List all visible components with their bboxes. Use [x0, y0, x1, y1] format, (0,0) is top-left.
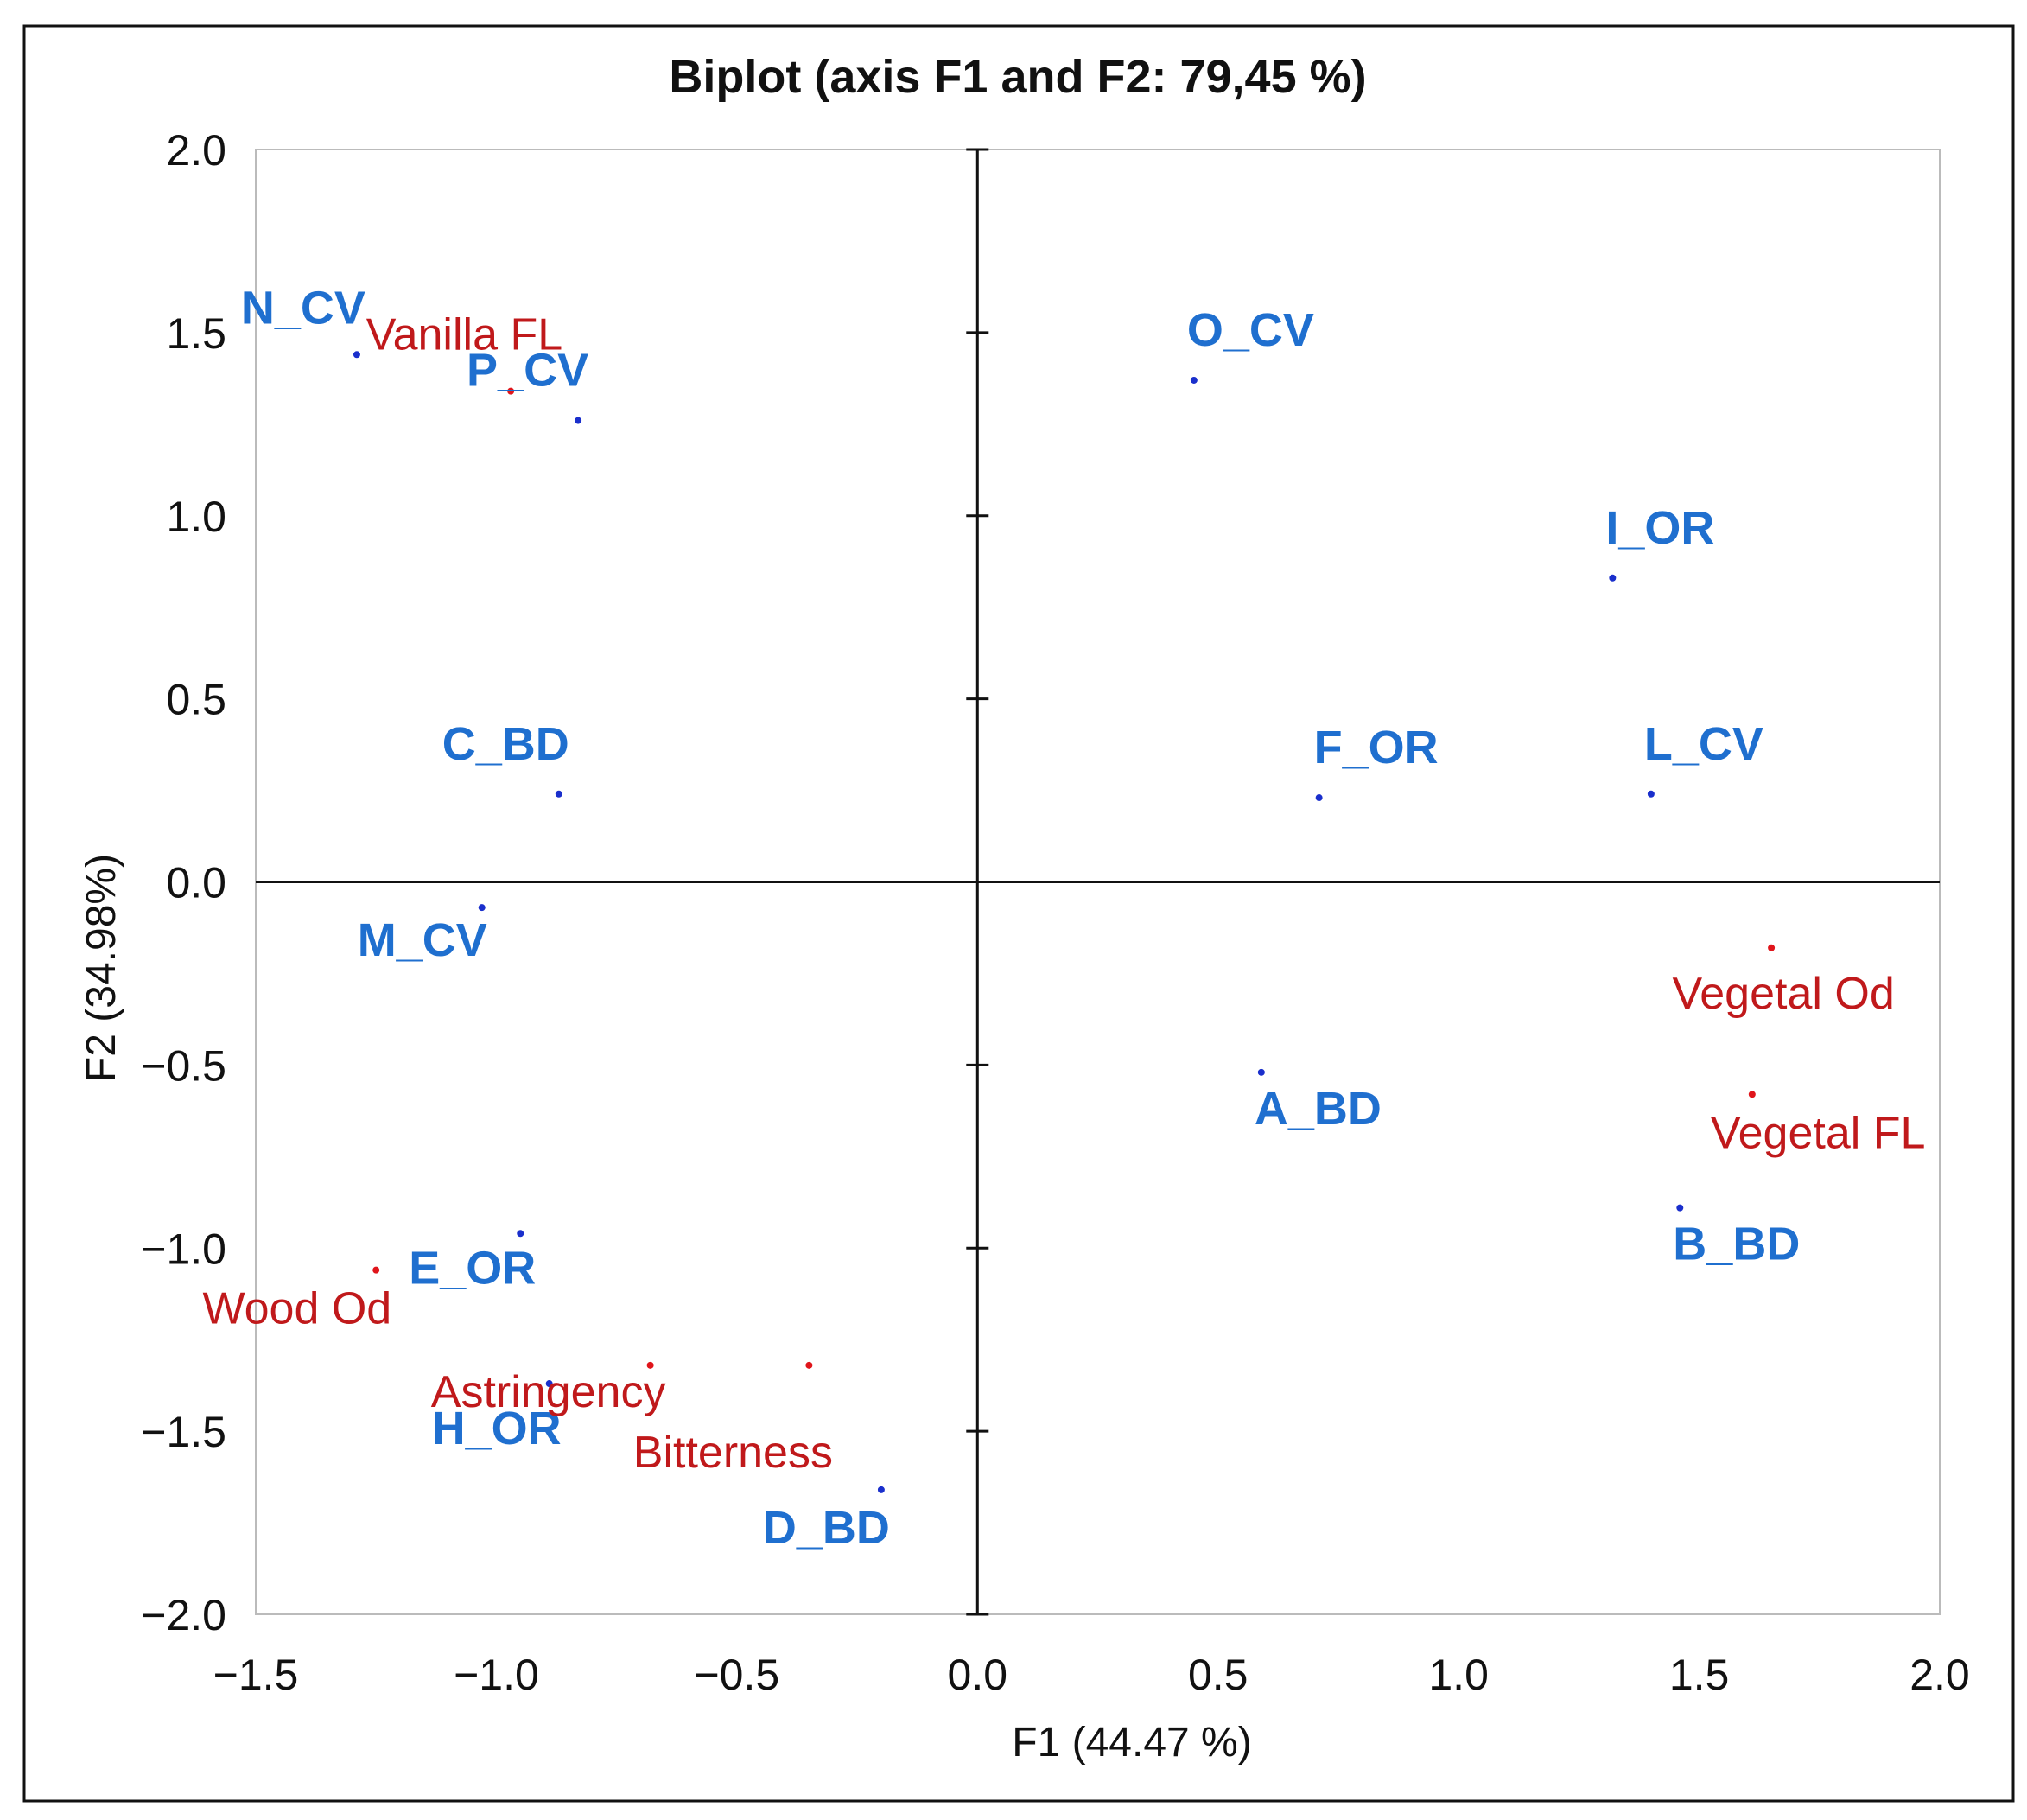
- x-axis-title: F1 (44.47 %): [1012, 1720, 1251, 1766]
- observation-label-a-bd: A_BD: [1255, 1083, 1382, 1135]
- ticks-layer: 2.0 1.5 1.0 0.5 0.0 −0.5 −1.0 −1.5 −2.0 −1.5 −1.0 −…: [141, 126, 1969, 1699]
- observation-point-n-cv: [353, 351, 360, 359]
- observation-label-n-cv: N_CV: [241, 282, 365, 334]
- observation-label-c-bd: C_BD: [442, 718, 569, 770]
- observation-point-a-bd: [1257, 1068, 1265, 1076]
- observation-label-i-or: I_OR: [1605, 502, 1714, 554]
- x-tick-label: −0.5: [694, 1651, 779, 1699]
- variable-point-wood-od: [372, 1266, 380, 1274]
- x-tick-label: −1.0: [454, 1651, 539, 1699]
- observation-label-f-or: F_OR: [1314, 722, 1439, 773]
- x-tick-label: −1.5: [213, 1651, 299, 1699]
- observation-point-e-or: [517, 1230, 524, 1238]
- observation-point-l-cv: [1647, 790, 1655, 798]
- observation-point-i-or: [1609, 574, 1617, 582]
- x-tick-label: 2.0: [1909, 1651, 1970, 1699]
- x-tick-label: 0.0: [948, 1651, 1008, 1699]
- y-tick-label: −1.0: [141, 1225, 226, 1273]
- variable-point-vegetal-od: [1768, 944, 1776, 951]
- x-tick-label: 1.0: [1428, 1651, 1489, 1699]
- y-tick-label: −0.5: [141, 1041, 226, 1090]
- variable-label-vanilla-fl: Vanilla FL: [366, 310, 562, 360]
- observation-label-d-bd: D_BD: [763, 1502, 890, 1554]
- variable-label-astringency: Astringency: [431, 1367, 666, 1417]
- y-tick-label: 1.0: [166, 493, 226, 541]
- y-tick-label: −2.0: [141, 1591, 226, 1639]
- observation-label-p-cv: P_CV: [467, 345, 588, 397]
- variable-label-wood-od: Wood Od: [202, 1284, 391, 1334]
- variable-label-vegetal-fl: Vegetal FL: [1711, 1108, 1926, 1158]
- variable-point-vanilla-fl: [507, 387, 515, 395]
- observation-point-c-bd: [555, 790, 562, 798]
- variable-point-vegetal-fl: [1748, 1091, 1756, 1098]
- observation-point-f-or: [1315, 794, 1323, 802]
- observation-label-m-cv: M_CV: [358, 914, 487, 966]
- observation-point-b-bd: [1676, 1204, 1684, 1212]
- observation-label-o-cv: O_CV: [1187, 304, 1314, 356]
- y-tick-label: 0.5: [166, 676, 226, 724]
- variable-label-bitterness: Bitterness: [633, 1428, 833, 1478]
- observation-label-e-or: E_OR: [409, 1242, 536, 1294]
- variable-point-bitterness: [805, 1361, 813, 1369]
- observation-point-p-cv: [575, 417, 582, 424]
- variable-point-astringency: [646, 1361, 654, 1369]
- points-layer: [353, 351, 1776, 1493]
- observation-point-d-bd: [877, 1486, 885, 1493]
- observation-label-l-cv: L_CV: [1644, 718, 1763, 770]
- x-tick-label: 0.5: [1188, 1651, 1249, 1699]
- observation-label-h-or: H_OR: [432, 1403, 562, 1454]
- chart-title: Biplot (axis F1 and F2: 79,45 %): [669, 51, 1366, 103]
- observation-label-b-bd: B_BD: [1673, 1219, 1800, 1270]
- y-tick-label: −1.5: [141, 1408, 226, 1456]
- observation-point-m-cv: [478, 904, 486, 912]
- observation-point-h-or: [545, 1380, 553, 1388]
- observation-point-o-cv: [1190, 376, 1198, 384]
- y-tick-label: 2.0: [166, 126, 226, 175]
- variable-label-vegetal-od: Vegetal Od: [1672, 969, 1894, 1019]
- y-tick-label: 1.5: [166, 309, 226, 358]
- y-axis-title: F2 (34.98%): [79, 854, 124, 1082]
- outer-frame: [22, 24, 2015, 1803]
- y-tick-label: 0.0: [166, 859, 226, 907]
- labels-layer: N_CV P_CV O_CV I_OR C_BD F_OR L_CV M_CV A_BD B_BD…: [202, 282, 1925, 1554]
- x-tick-label: 1.5: [1669, 1651, 1730, 1699]
